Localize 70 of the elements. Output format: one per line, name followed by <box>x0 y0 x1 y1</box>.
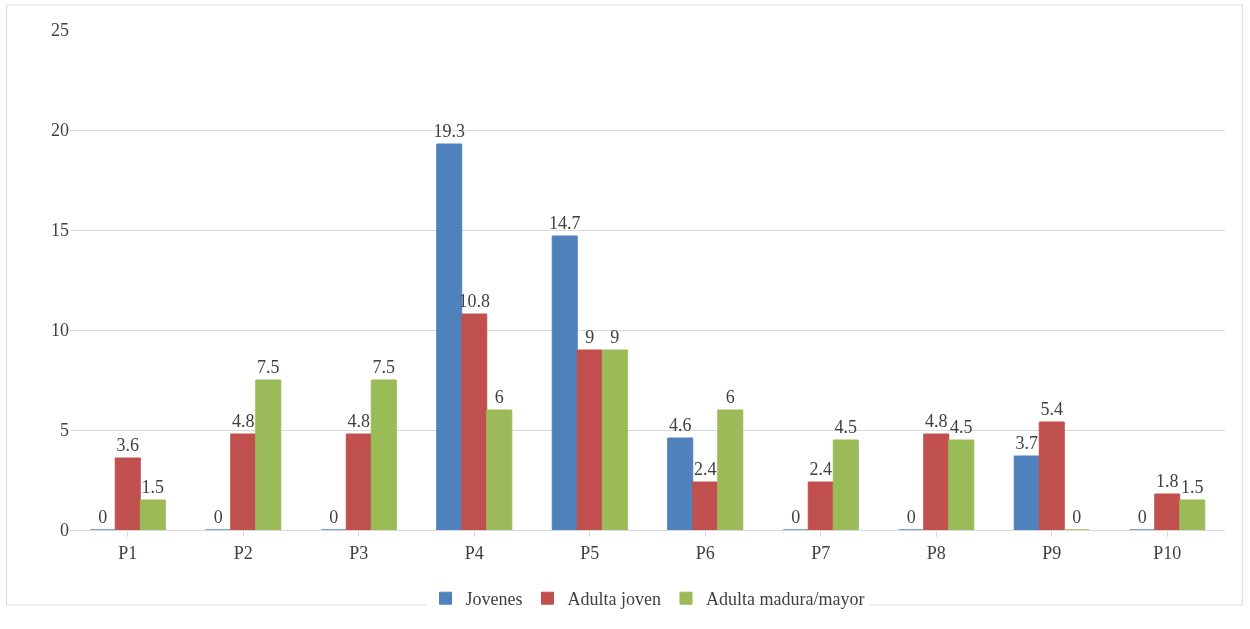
bar <box>139 499 166 530</box>
data-label: 0 <box>1072 507 1082 527</box>
y-tick-label: 20 <box>51 120 69 141</box>
bar <box>692 481 719 530</box>
data-label: 0 <box>329 507 339 527</box>
data-label: 7.5 <box>257 357 280 377</box>
bar <box>114 457 141 530</box>
x-tick-label: P10 <box>1153 542 1182 563</box>
bar <box>948 439 975 530</box>
data-label: 9 <box>585 327 595 347</box>
data-label: 1.5 <box>141 477 165 497</box>
data-label: 19.3 <box>433 121 465 141</box>
data-label: 5.4 <box>1040 399 1063 419</box>
x-tick-label: P4 <box>464 542 484 563</box>
bar <box>1038 421 1065 530</box>
bar <box>230 433 257 530</box>
data-label: 6 <box>494 387 504 407</box>
data-label: 4.8 <box>232 411 255 431</box>
data-label: 3.6 <box>116 435 139 455</box>
bar <box>601 349 628 530</box>
x-tick-label: P6 <box>695 542 715 563</box>
legend-label: Jovenes <box>465 589 523 610</box>
y-tick-label: 25 <box>51 20 69 41</box>
data-label: 2.4 <box>694 459 717 479</box>
data-label: 4.6 <box>668 415 692 435</box>
bar <box>923 433 950 530</box>
x-tick-label: P2 <box>233 542 253 563</box>
bar <box>1154 493 1181 530</box>
data-label: 1.5 <box>1181 477 1204 497</box>
data-label: 14.7 <box>548 213 581 233</box>
data-label: 4.8 <box>925 411 948 431</box>
y-tick-label: 5 <box>60 420 69 441</box>
data-label: 7.5 <box>372 357 396 377</box>
legend-label: Adulta joven <box>567 589 661 610</box>
data-label: 4.5 <box>834 417 858 437</box>
data-label: 6 <box>725 387 735 407</box>
y-tick-label: 0 <box>60 520 69 541</box>
data-label: 0 <box>213 507 223 527</box>
x-tick-label: P9 <box>1042 542 1062 563</box>
bar <box>255 379 282 530</box>
data-label: 2.4 <box>809 459 832 479</box>
bar <box>551 235 578 530</box>
bar <box>832 439 859 530</box>
data-label: 9 <box>610 327 620 347</box>
legend-label: Adulta madura/mayor <box>705 589 865 610</box>
bar <box>807 481 834 530</box>
x-tick-label: P7 <box>811 542 831 563</box>
bar <box>667 437 694 530</box>
data-label: 1.8 <box>1156 471 1179 491</box>
data-label: 0 <box>791 507 801 527</box>
data-label: 0 <box>1137 507 1147 527</box>
x-tick-label: P3 <box>349 542 369 563</box>
data-label: 4.5 <box>950 417 973 437</box>
data-label: 4.8 <box>347 411 370 431</box>
y-tick-label: 15 <box>51 220 69 241</box>
bar <box>370 379 397 530</box>
bar <box>345 433 372 530</box>
data-label: 0 <box>98 507 108 527</box>
bar <box>717 409 744 530</box>
x-tick-label: P8 <box>926 542 946 563</box>
bar <box>486 409 513 530</box>
bar <box>461 313 488 530</box>
data-label: 3.7 <box>1015 433 1038 453</box>
x-tick-label: P5 <box>580 542 600 563</box>
bar <box>576 349 603 530</box>
data-label: 0 <box>906 507 916 527</box>
y-tick-label: 10 <box>51 320 69 341</box>
bar <box>1013 455 1040 530</box>
bar <box>1179 499 1206 530</box>
x-tick-label: P1 <box>118 542 138 563</box>
